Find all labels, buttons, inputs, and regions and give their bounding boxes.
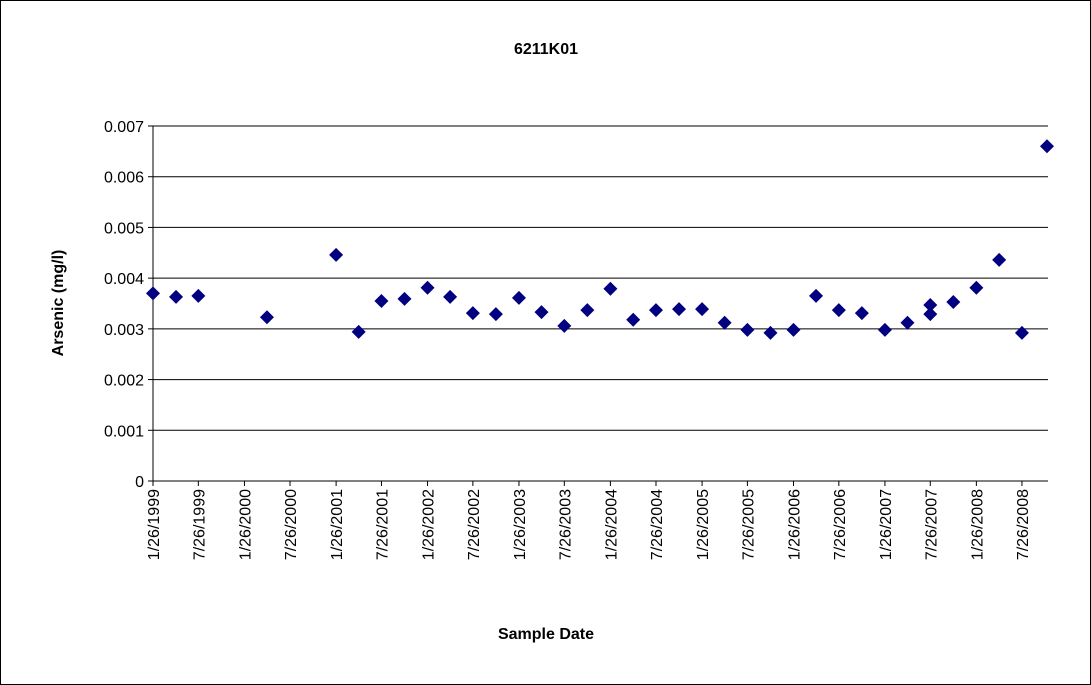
marker (672, 302, 687, 317)
x-tick-label: 1/26/2002 (421, 489, 438, 560)
y-tick-label: 0.002 (104, 373, 144, 390)
marker (740, 322, 755, 337)
marker (259, 310, 274, 325)
chart-title: 6211K01 (514, 41, 578, 58)
marker (1039, 139, 1054, 154)
marker (900, 315, 915, 330)
marker (465, 306, 480, 321)
marker (146, 286, 160, 301)
x-tick-label: 1/26/1999 (146, 489, 163, 560)
marker (534, 305, 549, 320)
marker (488, 307, 503, 322)
x-tick-label: 1/26/2000 (237, 489, 254, 560)
y-tick-label: 0 (135, 474, 144, 491)
y-tick-label: 0.006 (104, 170, 144, 187)
marker (580, 303, 595, 318)
marker (831, 303, 846, 318)
marker (877, 322, 892, 337)
x-tick-label: 7/26/2001 (374, 489, 391, 560)
marker (946, 294, 961, 309)
marker (169, 289, 184, 304)
y-tick-label: 0.007 (104, 119, 144, 136)
marker (191, 288, 206, 303)
y-tick-label: 0.005 (104, 220, 144, 237)
marker (557, 318, 572, 333)
x-tick-label: 7/26/2002 (466, 489, 483, 560)
marker (763, 325, 778, 340)
x-tick-label: 1/26/2007 (878, 489, 895, 560)
x-tick-label: 7/26/2006 (832, 489, 849, 560)
x-tick-label: 1/26/2003 (512, 489, 529, 560)
marker (603, 281, 618, 296)
marker (511, 290, 526, 305)
y-tick-label: 0.001 (104, 423, 144, 440)
marker (923, 307, 938, 322)
y-tick-label: 0.003 (104, 322, 144, 339)
marker (786, 322, 801, 337)
marker (420, 280, 435, 295)
x-tick-label: 7/26/2004 (649, 489, 666, 560)
marker (1014, 325, 1029, 340)
x-tick-label: 1/26/2008 (969, 489, 986, 560)
x-tick-label: 1/26/2001 (329, 489, 346, 560)
marker (854, 306, 869, 321)
x-tick-label: 7/26/2000 (283, 489, 300, 560)
marker (717, 315, 732, 330)
x-tick-label: 7/26/2003 (557, 489, 574, 560)
marker (923, 298, 938, 313)
x-tick-label: 1/26/2005 (695, 489, 712, 560)
x-axis-label: Sample Date (498, 626, 594, 643)
marker (969, 280, 984, 295)
y-axis-label: Arsenic (mg/l) (50, 250, 67, 357)
marker (695, 302, 710, 317)
x-tick-label: 7/26/1999 (191, 489, 208, 560)
x-tick-label: 7/26/2008 (1015, 489, 1032, 560)
marker (648, 303, 663, 318)
x-tick-label: 7/26/2007 (923, 489, 940, 560)
marker (374, 293, 389, 308)
x-tick-label: 7/26/2005 (740, 489, 757, 560)
marker (351, 324, 366, 339)
marker (397, 291, 412, 306)
y-tick-label: 0.004 (104, 271, 144, 288)
marker (992, 252, 1007, 267)
marker (626, 312, 641, 327)
x-tick-label: 1/26/2004 (603, 489, 620, 560)
marker (329, 247, 344, 262)
x-tick-label: 1/26/2006 (787, 489, 804, 560)
marker (809, 288, 824, 303)
marker (443, 289, 458, 304)
